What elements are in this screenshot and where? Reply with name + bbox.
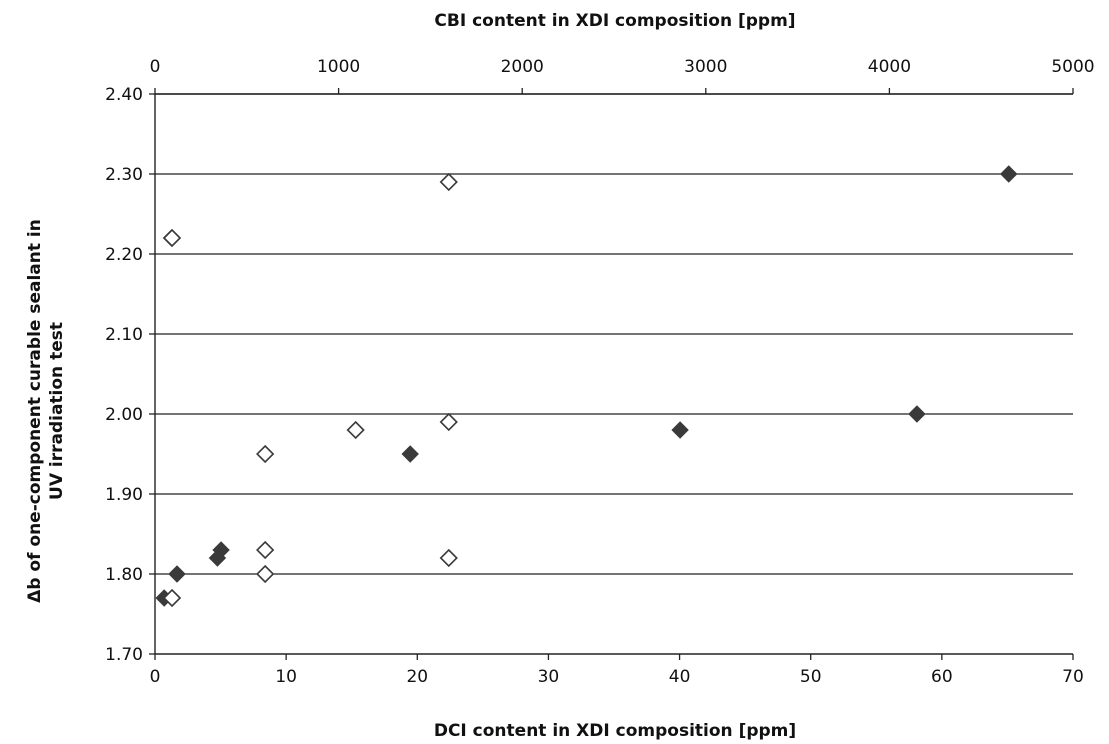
- y-tick-label: 2.10: [105, 325, 143, 345]
- y-axis-title-line1: Δb of one-component curable sealant in: [25, 219, 45, 603]
- open-diamond-point: [257, 446, 273, 462]
- tick-labels: 1.70 1.80 1.90 2.00 2.10 2.20 2.30 2.40 0 10 20 30 4…: [105, 57, 1094, 687]
- bottom-x-tick-label: 60: [931, 667, 953, 687]
- open-diamond-point: [441, 174, 457, 190]
- filled-diamond-point: [909, 406, 925, 422]
- open-diamond-point: [441, 550, 457, 566]
- bottom-x-tick-label: 0: [150, 667, 161, 687]
- top-x-tick-label: 5000: [1051, 57, 1094, 77]
- y-tick-label: 2.30: [105, 165, 143, 185]
- y-tick-label: 2.20: [105, 245, 143, 265]
- bottom-x-tick-label: 30: [538, 667, 560, 687]
- bottom-x-tick-label: 40: [669, 667, 691, 687]
- open-diamond-point: [441, 414, 457, 430]
- top-x-tick-label: 0: [150, 57, 161, 77]
- bottom-x-tick-label: 70: [1062, 667, 1084, 687]
- data-points: [156, 166, 1017, 606]
- y-tick-label: 1.90: [105, 485, 143, 505]
- filled-diamond-point: [169, 566, 185, 582]
- top-x-tick-label: 2000: [501, 57, 544, 77]
- y-tick-label: 2.40: [105, 85, 143, 105]
- open-diamond-point: [348, 422, 364, 438]
- top-x-axis-title: CBI content in XDI composition [ppm]: [434, 11, 795, 31]
- y-tick-label: 2.00: [105, 405, 143, 425]
- bottom-x-axis-title: DCI content in XDI composition [ppm]: [434, 721, 796, 741]
- bottom-x-tick-label: 50: [800, 667, 822, 687]
- y-axis-title-line2: UV irradiation test: [47, 322, 67, 500]
- open-diamond-point: [257, 542, 273, 558]
- open-diamond-point: [164, 230, 180, 246]
- filled-diamond-point: [1001, 166, 1017, 182]
- filled-diamond-point: [402, 446, 418, 462]
- bottom-x-tick-label: 20: [406, 667, 428, 687]
- top-x-tick-label: 1000: [317, 57, 360, 77]
- top-x-tick-label: 3000: [684, 57, 727, 77]
- y-tick-label: 1.80: [105, 565, 143, 585]
- open-diamond-point: [257, 566, 273, 582]
- top-x-tick-label: 4000: [868, 57, 911, 77]
- filled-diamond-point: [672, 422, 688, 438]
- grid-lines: [155, 94, 1073, 574]
- bottom-x-tick-label: 10: [275, 667, 297, 687]
- y-axis-title: Δb of one-component curable sealant in U…: [25, 219, 67, 603]
- y-tick-label: 1.70: [105, 645, 143, 665]
